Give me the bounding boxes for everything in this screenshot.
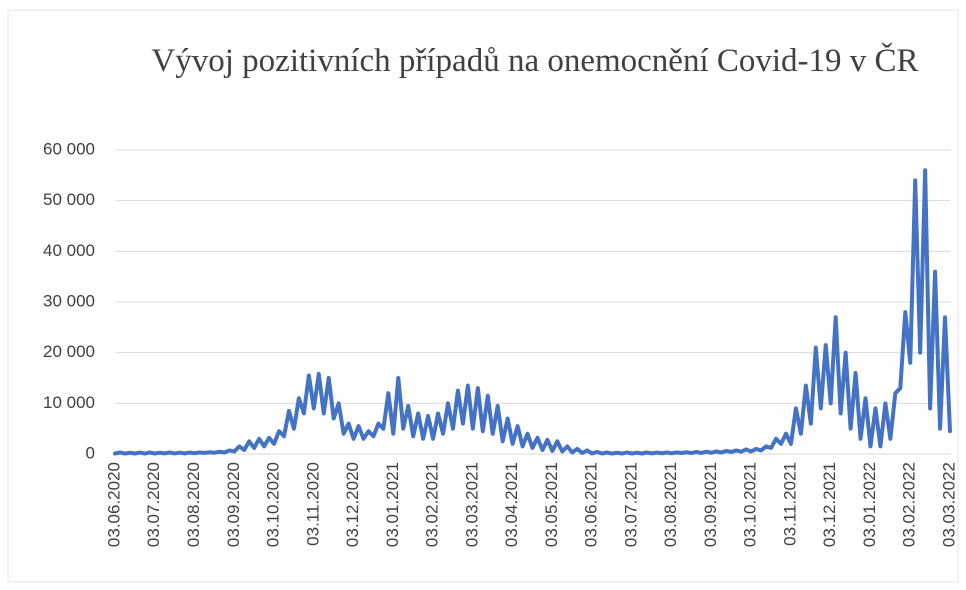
y-tick-label: 60 000 bbox=[43, 139, 95, 158]
x-tick-label: 03.01.2021 bbox=[383, 462, 402, 547]
x-tick-label: 03.02.2021 bbox=[423, 462, 442, 547]
y-tick-label: 30 000 bbox=[43, 291, 95, 310]
x-tick-label: 03.08.2021 bbox=[661, 462, 680, 547]
x-tick-label: 03.01.2022 bbox=[860, 462, 879, 547]
x-tick-label: 03.07.2021 bbox=[621, 462, 640, 547]
x-tick-label: 03.07.2020 bbox=[144, 462, 163, 547]
x-tick-label: 03.04.2021 bbox=[502, 462, 521, 547]
y-tick-label: 0 bbox=[86, 443, 95, 462]
x-tick-label: 03.08.2020 bbox=[184, 462, 203, 547]
x-tick-label: 03.12.2021 bbox=[820, 462, 839, 547]
x-tick-label: 03.05.2021 bbox=[542, 462, 561, 547]
x-tick-label: 03.02.2022 bbox=[900, 462, 919, 547]
x-tick-label: 03.11.2021 bbox=[780, 462, 799, 546]
line-series bbox=[113, 168, 952, 456]
y-tick-label: 20 000 bbox=[43, 342, 95, 361]
x-tick-label: 03.09.2021 bbox=[701, 462, 720, 547]
x-tick-label: 03.11.2020 bbox=[303, 462, 322, 546]
x-tick-label: 03.06.2021 bbox=[582, 462, 601, 547]
x-tick-label: 03.03.2022 bbox=[939, 462, 958, 547]
y-tick-label: 50 000 bbox=[43, 190, 95, 209]
x-tick-label: 03.06.2020 bbox=[104, 462, 123, 547]
x-tick-label: 03.03.2021 bbox=[462, 462, 481, 547]
x-tick-label: 03.10.2020 bbox=[264, 462, 283, 547]
y-tick-label: 40 000 bbox=[43, 241, 95, 260]
chart-title: Vývoj pozitivních případů na onemocnění … bbox=[151, 43, 919, 79]
y-tick-label: 10 000 bbox=[43, 393, 95, 412]
chart-border bbox=[7, 9, 959, 583]
x-tick-label: 03.10.2021 bbox=[741, 462, 760, 547]
x-tick-label: 03.09.2020 bbox=[224, 462, 243, 547]
x-tick-label: 03.12.2020 bbox=[343, 462, 362, 547]
